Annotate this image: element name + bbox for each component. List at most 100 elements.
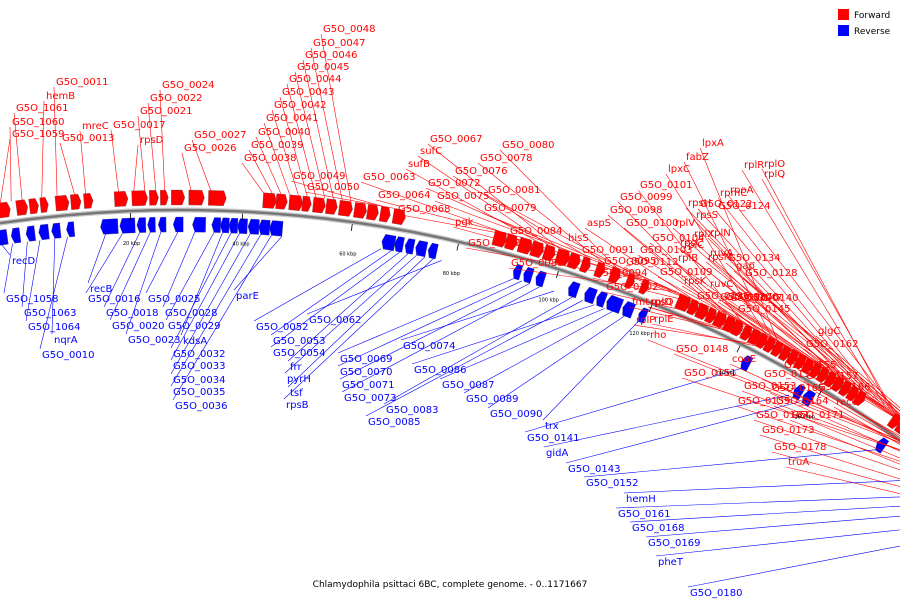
forward-gene-label: truA	[788, 457, 809, 468]
forward-gene-label: gap	[736, 261, 755, 272]
leader-line	[481, 212, 628, 273]
forward-gene-label: G5O_0064	[378, 190, 430, 201]
reverse-gene-label: tsf	[290, 388, 303, 399]
leader-line	[53, 86, 58, 197]
leader-line	[665, 173, 766, 335]
leader-line	[499, 149, 618, 269]
reverse-gene-box	[228, 217, 239, 234]
reverse-gene-label: G5O_1058	[6, 294, 58, 305]
forward-gene-label: G5O_0100	[626, 218, 678, 229]
forward-gene-box	[70, 193, 82, 210]
forward-gene-label: G5O_0128	[745, 268, 797, 279]
forward-gene-label: G5O_0045	[297, 62, 349, 73]
reverse-gene-box	[247, 218, 260, 235]
reverse-gene-label: G5O_0025	[148, 294, 200, 305]
leader-line	[785, 466, 900, 494]
forward-gene-label: G5O_0104	[652, 233, 704, 244]
reverse-gene-label: G5O_0073	[344, 393, 396, 404]
leader-line	[727, 194, 900, 416]
leader-line	[735, 313, 900, 421]
forward-gene-label: G5O_0027	[194, 130, 246, 141]
reverse-gene-label: nqrA	[54, 335, 78, 346]
forward-gene-box	[353, 202, 367, 219]
reverse-gene-label: G5O_0020	[112, 321, 164, 332]
reverse-gene-box	[638, 307, 650, 324]
reverse-gene-label: G5O_0089	[466, 394, 518, 405]
forward-gene-label: G5O_0178	[774, 442, 826, 453]
forward-gene-box	[391, 208, 406, 226]
leader-line	[617, 201, 727, 315]
forward-gene-box	[275, 193, 288, 210]
leader-line	[133, 144, 139, 191]
leader-line	[162, 231, 196, 308]
forward-gene-label: G5O_0098	[610, 205, 662, 216]
leader-line	[103, 232, 140, 308]
legend-reverse-label: Reverse	[854, 27, 891, 37]
forward-gene-box	[686, 298, 699, 316]
leader-line	[147, 102, 157, 191]
leader-line	[759, 434, 900, 480]
kbp-tick-label: 140 kbp	[715, 370, 735, 376]
reverse-gene-label: G5O_0070	[340, 367, 392, 378]
reverse-gene-box	[192, 216, 206, 233]
forward-gene-label: G5O_0022	[150, 93, 202, 104]
leader-line	[729, 363, 900, 442]
forward-gene-label: G5O_0080	[502, 140, 554, 151]
forward-gene-box	[171, 189, 185, 206]
leader-line	[434, 200, 582, 257]
forward-gene-label: G5O_0112	[626, 257, 678, 268]
forward-gene-box	[739, 324, 753, 341]
forward-gene-label: rpsM	[708, 252, 732, 263]
leader-line	[287, 253, 409, 362]
reverse-gene-label: frr	[290, 362, 302, 373]
forward-gene-box	[0, 201, 11, 219]
leader-line	[672, 227, 841, 378]
reverse-gene-box	[513, 263, 524, 281]
forward-gene-label: G5O_0103	[640, 245, 692, 256]
reverse-gene-label: G5O_0016	[88, 294, 140, 305]
leader-line	[601, 265, 713, 309]
forward-gene-label: sufB	[408, 159, 430, 170]
forward-gene-label: G5O_0024	[162, 80, 214, 91]
leader-line	[9, 126, 12, 202]
leader-line	[109, 232, 151, 321]
forward-gene-label: G5O_0047	[313, 38, 365, 49]
forward-gene-label: mreC	[82, 121, 109, 132]
leader-line	[583, 449, 876, 478]
leader-line	[270, 250, 392, 336]
reverse-gene-label: trx	[545, 421, 559, 432]
leader-line	[565, 401, 801, 464]
reverse-gene-label: pheT	[658, 557, 684, 568]
leader-line	[655, 529, 900, 557]
forward-gene-label: rplR	[744, 160, 764, 171]
leader-line	[170, 232, 232, 349]
leader-line	[615, 496, 900, 509]
forward-gene-label: rplN	[710, 228, 731, 239]
leader-line	[603, 291, 749, 326]
forward-gene-label: G5O_0165	[772, 383, 824, 394]
leader-line	[395, 213, 524, 238]
reverse-gene-label: gidA	[546, 448, 568, 459]
forward-gene-label: G5O_0076	[455, 166, 507, 177]
leader-line	[39, 237, 68, 350]
forward-gene-label: G5O_0095	[604, 256, 656, 267]
leader-line	[0, 138, 11, 203]
forward-gene-label: sufC	[420, 146, 442, 157]
leader-line	[815, 335, 900, 409]
leader-line	[743, 302, 900, 417]
forward-gene-label: G5O_0124	[718, 201, 770, 212]
kbp-tick-label: 40 kbp	[232, 242, 249, 248]
reverse-gene-label: G5O_0054	[273, 348, 325, 359]
leader-line	[833, 406, 900, 445]
reverse-gene-label: G5O_0052	[256, 322, 308, 333]
reverse-gene-label: G5O_0085	[368, 417, 420, 428]
reverse-gene-label: G5O_0087	[442, 380, 494, 391]
reverse-gene-box	[211, 217, 222, 233]
forward-gene-label: rplC	[684, 240, 704, 251]
reverse-gene-label: G5O_0034	[173, 375, 225, 386]
reverse-gene-label: G5O_0018	[106, 308, 158, 319]
reverse-gene-box	[10, 227, 22, 244]
reverse-gene-label: G5O_0033	[173, 361, 225, 372]
